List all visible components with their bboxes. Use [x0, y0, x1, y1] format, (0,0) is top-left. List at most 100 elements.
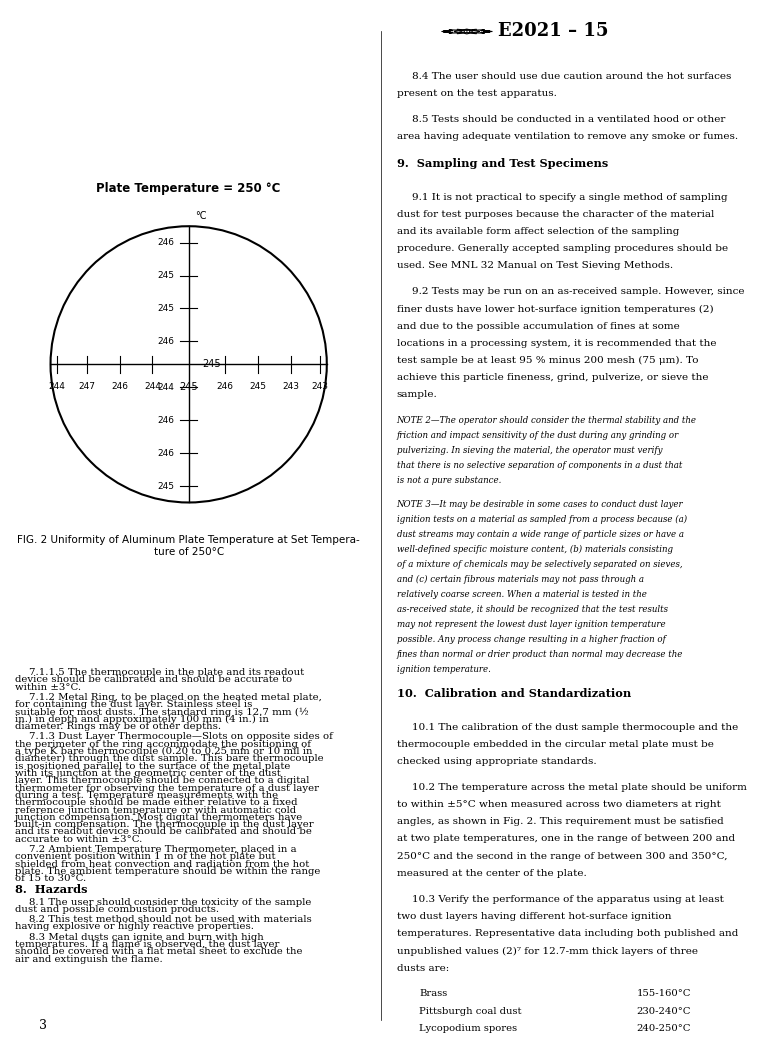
Text: 245: 245: [157, 304, 173, 313]
Text: of a mixture of chemicals may be selectively separated on sieves,: of a mixture of chemicals may be selecti…: [397, 560, 682, 568]
Text: relatively coarse screen. When a material is tested in the: relatively coarse screen. When a materia…: [397, 589, 647, 599]
Text: Lycopodium spores: Lycopodium spores: [419, 1024, 517, 1033]
Text: as-received state, it should be recognized that the test results: as-received state, it should be recogniz…: [397, 605, 668, 613]
Text: 9.  Sampling and Test Specimens: 9. Sampling and Test Specimens: [397, 158, 608, 169]
Text: finer dusts have lower hot-surface ignition temperatures (2): finer dusts have lower hot-surface ignit…: [397, 304, 713, 313]
Text: device should be calibrated and should be accurate to: device should be calibrated and should b…: [15, 676, 293, 684]
Text: to within ±5°C when measured across two diameters at right: to within ±5°C when measured across two …: [397, 801, 720, 809]
Text: 8.  Hazards: 8. Hazards: [15, 885, 87, 895]
Text: present on the test apparatus.: present on the test apparatus.: [397, 90, 556, 98]
Text: should be covered with a flat metal sheet to exclude the: should be covered with a flat metal shee…: [15, 947, 303, 957]
Text: 10.3 Verify the performance of the apparatus using at least: 10.3 Verify the performance of the appar…: [412, 895, 724, 904]
Text: temperatures. If a flame is observed, the dust layer: temperatures. If a flame is observed, th…: [15, 940, 279, 949]
Text: 7.1.2 Metal Ring, to be placed on the heated metal plate,: 7.1.2 Metal Ring, to be placed on the he…: [30, 693, 322, 702]
Text: FIG. 2 Uniformity of Aluminum Plate Temperature at Set Tempera-
ture of 250°C: FIG. 2 Uniformity of Aluminum Plate Temp…: [17, 535, 360, 557]
Text: used. See MNL 32 Manual on Test Sieving Methods.: used. See MNL 32 Manual on Test Sieving …: [397, 261, 673, 271]
Text: 8.4 The user should use due caution around the hot surfaces: 8.4 The user should use due caution arou…: [412, 72, 731, 81]
Text: possible. Any process change resulting in a higher fraction of: possible. Any process change resulting i…: [397, 635, 665, 643]
Text: 243: 243: [312, 382, 329, 391]
Text: in.) in depth and approximately 100 mm (4 in.) in: in.) in depth and approximately 100 mm (…: [15, 715, 269, 723]
Text: and its available form affect selection of the sampling: and its available form affect selection …: [397, 227, 679, 236]
Text: Plate Temperature = 250 °C: Plate Temperature = 250 °C: [96, 182, 281, 195]
Text: sample.: sample.: [397, 390, 437, 400]
Text: NOTE 3—It may be desirable in some cases to conduct dust layer: NOTE 3—It may be desirable in some cases…: [397, 500, 683, 509]
Text: 10.1 The calibration of the dust sample thermocouple and the: 10.1 The calibration of the dust sample …: [412, 722, 738, 732]
Text: ASTM: ASTM: [459, 29, 475, 34]
Text: built-in compensation. The thermocouple in the dust layer: built-in compensation. The thermocouple …: [15, 820, 314, 829]
Text: with its junction at the geometric center of the dust: with its junction at the geometric cente…: [15, 769, 281, 778]
Text: and its readout device should be calibrated and should be: and its readout device should be calibra…: [15, 828, 312, 836]
Text: thermometer for observing the temperature of a dust layer: thermometer for observing the temperatur…: [15, 784, 319, 792]
Text: within ±3°C.: within ±3°C.: [15, 683, 81, 691]
Text: 7.1.1.5 The thermocouple in the plate and its readout: 7.1.1.5 The thermocouple in the plate an…: [30, 668, 305, 677]
Text: 245: 245: [157, 271, 173, 280]
Text: Pittsburgh coal dust: Pittsburgh coal dust: [419, 1007, 522, 1016]
Text: 246: 246: [157, 415, 173, 425]
Text: Brass: Brass: [419, 989, 448, 998]
Text: having explosive or highly reactive properties.: having explosive or highly reactive prop…: [15, 922, 254, 932]
Text: at two plate temperatures, one in the range of between 200 and: at two plate temperatures, one in the ra…: [397, 835, 734, 843]
Text: convenient position within 1 m of the hot plate but: convenient position within 1 m of the ho…: [15, 853, 275, 861]
Text: plate. The ambient temperature should be within the range: plate. The ambient temperature should be…: [15, 867, 321, 875]
Text: 244: 244: [49, 382, 65, 391]
Text: is positioned parallel to the surface of the metal plate: is positioned parallel to the surface of…: [15, 762, 290, 770]
Text: air and extinguish the flame.: air and extinguish the flame.: [15, 955, 163, 964]
Text: dusts are:: dusts are:: [397, 964, 449, 972]
Text: 245: 245: [249, 382, 266, 391]
Text: 7.2 Ambient Temperature Thermometer, placed in a: 7.2 Ambient Temperature Thermometer, pla…: [30, 845, 297, 854]
Text: thermocouple embedded in the circular metal plate must be: thermocouple embedded in the circular me…: [397, 740, 713, 748]
Text: of 15 to 30°C.: of 15 to 30°C.: [15, 874, 86, 883]
Text: 10.  Calibration and Standardization: 10. Calibration and Standardization: [397, 688, 631, 700]
Text: reference junction temperature or with automatic cold: reference junction temperature or with a…: [15, 806, 296, 814]
Text: 246: 246: [111, 382, 128, 391]
Text: dust for test purposes because the character of the material: dust for test purposes because the chara…: [397, 209, 714, 219]
Text: test sample be at least 95 % minus 200 mesh (75 μm). To: test sample be at least 95 % minus 200 m…: [397, 356, 698, 365]
Text: suitable for most dusts. The standard ring is 12.7 mm (½: suitable for most dusts. The standard ri…: [15, 708, 309, 717]
Text: shielded from heat convection and radiation from the hot: shielded from heat convection and radiat…: [15, 860, 310, 868]
Text: unpublished values (2)⁷ for 12.7-mm thick layers of three: unpublished values (2)⁷ for 12.7-mm thic…: [397, 946, 698, 956]
Text: 8.2 This test method should not be used with materials: 8.2 This test method should not be used …: [30, 915, 312, 924]
Text: well-defined specific moisture content, (b) materials consisting: well-defined specific moisture content, …: [397, 544, 673, 554]
Text: 3: 3: [39, 1019, 47, 1032]
Text: 247: 247: [79, 382, 95, 391]
Text: NOTE 2—The operator should consider the thermal stability and the: NOTE 2—The operator should consider the …: [397, 416, 696, 426]
Text: pulverizing. In sieving the material, the operator must verify: pulverizing. In sieving the material, th…: [397, 447, 662, 455]
Text: 246: 246: [216, 382, 233, 391]
Text: 8.1 The user should consider the toxicity of the sample: 8.1 The user should consider the toxicit…: [30, 897, 312, 907]
Text: procedure. Generally accepted sampling procedures should be: procedure. Generally accepted sampling p…: [397, 245, 727, 253]
Text: locations in a processing system, it is recommended that the: locations in a processing system, it is …: [397, 339, 716, 348]
Text: 250°C and the second in the range of between 300 and 350°C,: 250°C and the second in the range of bet…: [397, 852, 727, 861]
Text: diameter. Rings may be of other depths.: diameter. Rings may be of other depths.: [15, 722, 221, 731]
Text: junction compensation. Most digital thermometers have: junction compensation. Most digital ther…: [15, 813, 303, 821]
Text: that there is no selective separation of components in a dust that: that there is no selective separation of…: [397, 461, 682, 471]
Text: the perimeter of the ring accommodate the positioning of: the perimeter of the ring accommodate th…: [15, 740, 311, 748]
Text: 245: 245: [157, 482, 173, 490]
Text: 243: 243: [282, 382, 299, 391]
Text: dust and possible combustion products.: dust and possible combustion products.: [15, 905, 219, 914]
Text: layer. This thermocouple should be connected to a digital: layer. This thermocouple should be conne…: [15, 777, 310, 785]
Text: for containing the dust layer. Stainless steel is: for containing the dust layer. Stainless…: [15, 701, 252, 709]
Text: and (c) certain fibrous materials may not pass through a: and (c) certain fibrous materials may no…: [397, 575, 643, 584]
Text: 8.3 Metal dusts can ignite and burn with high: 8.3 Metal dusts can ignite and burn with…: [30, 933, 265, 942]
Text: temperatures. Representative data including both published and: temperatures. Representative data includ…: [397, 930, 738, 938]
Text: during a test. Temperature measurements with the: during a test. Temperature measurements …: [15, 791, 279, 799]
Text: 8.5 Tests should be conducted in a ventilated hood or other: 8.5 Tests should be conducted in a venti…: [412, 116, 725, 124]
Text: 244: 244: [144, 382, 161, 391]
Text: 246: 246: [157, 238, 173, 247]
Text: ignition tests on a material as sampled from a process because (a): ignition tests on a material as sampled …: [397, 515, 687, 524]
Text: °C: °C: [195, 211, 207, 222]
Text: is not a pure substance.: is not a pure substance.: [397, 476, 501, 485]
Text: E2021 – 15: E2021 – 15: [498, 23, 608, 41]
Text: 230-240°C: 230-240°C: [636, 1007, 692, 1016]
Text: area having adequate ventilation to remove any smoke or fumes.: area having adequate ventilation to remo…: [397, 132, 738, 142]
Text: 245: 245: [202, 359, 220, 370]
Text: a type K bare thermocouple (0.20 to 0.25 mm or 10 mil in: a type K bare thermocouple (0.20 to 0.25…: [15, 747, 313, 756]
Text: 245: 245: [180, 382, 198, 392]
Text: thermocouple should be made either relative to a fixed: thermocouple should be made either relat…: [15, 798, 297, 807]
Text: 10.2 The temperature across the metal plate should be uniform: 10.2 The temperature across the metal pl…: [412, 783, 747, 792]
Text: ignition temperature.: ignition temperature.: [397, 664, 490, 674]
Text: 9.1 It is not practical to specify a single method of sampling: 9.1 It is not practical to specify a sin…: [412, 193, 727, 202]
Text: 155-160°C: 155-160°C: [636, 989, 692, 998]
Text: achieve this particle fineness, grind, pulverize, or sieve the: achieve this particle fineness, grind, p…: [397, 374, 708, 382]
Text: angles, as shown in Fig. 2. This requirement must be satisfied: angles, as shown in Fig. 2. This require…: [397, 817, 724, 827]
